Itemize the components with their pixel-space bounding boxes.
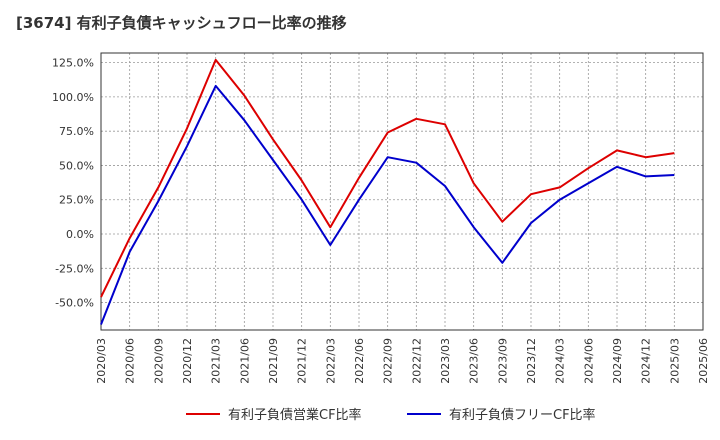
plot-frame [100,52,704,331]
y-tick-label: 25.0% [59,194,94,207]
y-tick-label: 100.0% [52,91,94,104]
chart-title: [3674] 有利子負債キャッシュフロー比率の推移 [16,14,347,32]
y-tick-label: 0.0% [66,228,94,241]
x-tick-label: 2024/12 [640,338,653,384]
x-tick-label: 2024/03 [554,338,567,384]
x-tick-label: 2022/09 [382,338,395,384]
series-line-1 [100,58,675,298]
y-tick-label: 125.0% [52,57,94,70]
x-tick-label: 2023/03 [439,338,452,384]
x-tick-label: 2023/06 [468,338,481,384]
x-tick-label: 2025/06 [697,338,710,384]
x-tick-label: 2022/03 [324,338,337,384]
x-tick-label: 2023/12 [525,338,538,384]
x-tick-label: 2022/06 [353,338,366,384]
series-line-2 [100,84,675,325]
x-tick-label: 2020/03 [95,338,108,384]
x-tick-label: 2021/09 [267,338,280,384]
x-tick-label: 2020/06 [124,338,137,384]
y-tick-label: -50.0% [55,297,94,310]
x-tick-label: 2020/09 [152,338,165,384]
x-tick-label: 2024/06 [582,338,595,384]
x-tick-label: 2021/03 [210,338,223,384]
plot-area [101,53,703,330]
x-tick-label: 2022/12 [410,338,423,384]
y-tick-label: -25.0% [55,262,94,275]
x-tick-label: 2025/03 [668,338,681,384]
y-tick-label: 50.0% [59,159,94,172]
x-tick-label: 2024/09 [611,338,624,384]
legend-label-1: 有利子負債営業CF比率 [228,407,362,423]
legend-label-2: 有利子負債フリーCF比率 [449,407,596,423]
y-tick-label: 75.0% [59,125,94,138]
x-tick-label: 2020/12 [181,338,194,384]
x-tick-label: 2021/06 [238,338,251,384]
x-tick-label: 2021/12 [296,338,309,384]
x-tick-label: 2023/09 [496,338,509,384]
